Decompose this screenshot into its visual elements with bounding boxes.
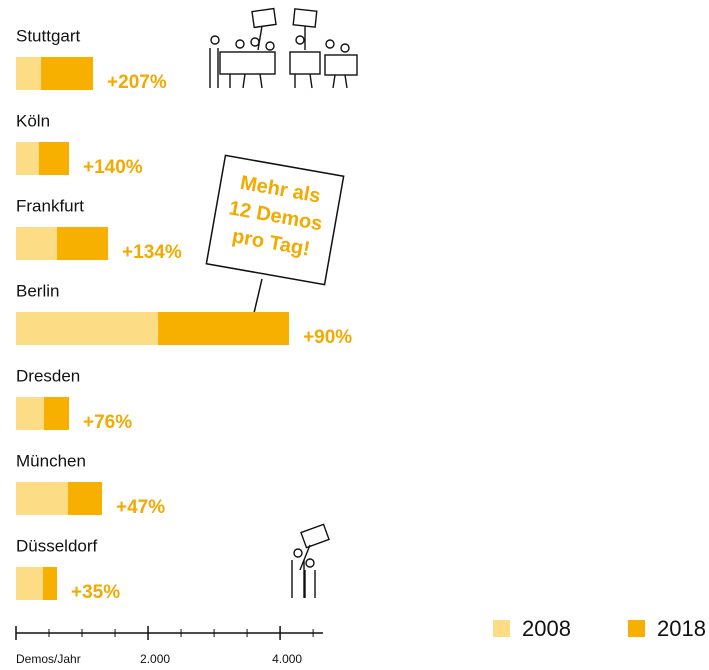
bar	[16, 142, 39, 175]
person-illustration	[291, 523, 330, 598]
category-label: Frankfurt	[16, 196, 84, 215]
category-label: Dresden	[16, 366, 80, 385]
bar	[16, 567, 44, 600]
legend-label: 2018	[657, 616, 706, 641]
bar	[16, 397, 44, 430]
legend-swatch	[628, 620, 645, 637]
legend-label: 2008	[522, 616, 571, 641]
category-label: München	[16, 451, 86, 470]
category-label: Köln	[16, 111, 50, 130]
change-label: +134%	[122, 242, 182, 263]
category-label: Berlin	[16, 281, 59, 300]
x-tick-label: 4.000	[272, 652, 302, 666]
x-tick-label: 2.000	[140, 652, 170, 666]
x-tick-label: Demos/Jahr	[16, 652, 81, 666]
change-label: +90%	[303, 327, 352, 348]
change-label: +140%	[83, 157, 143, 178]
bar	[16, 227, 57, 260]
category-label: Düsseldorf	[16, 536, 98, 555]
bar	[16, 312, 159, 345]
change-label: +35%	[71, 582, 120, 603]
crowd-illustration	[209, 7, 358, 89]
bar	[16, 57, 42, 90]
legend-swatch	[493, 620, 510, 637]
category-label: Stuttgart	[16, 26, 81, 45]
change-label: +207%	[107, 72, 167, 93]
change-label: +76%	[83, 412, 132, 433]
annotation-sign	[205, 154, 345, 286]
sign-board	[205, 154, 345, 286]
change-label: +47%	[116, 497, 165, 518]
bar	[16, 482, 69, 515]
